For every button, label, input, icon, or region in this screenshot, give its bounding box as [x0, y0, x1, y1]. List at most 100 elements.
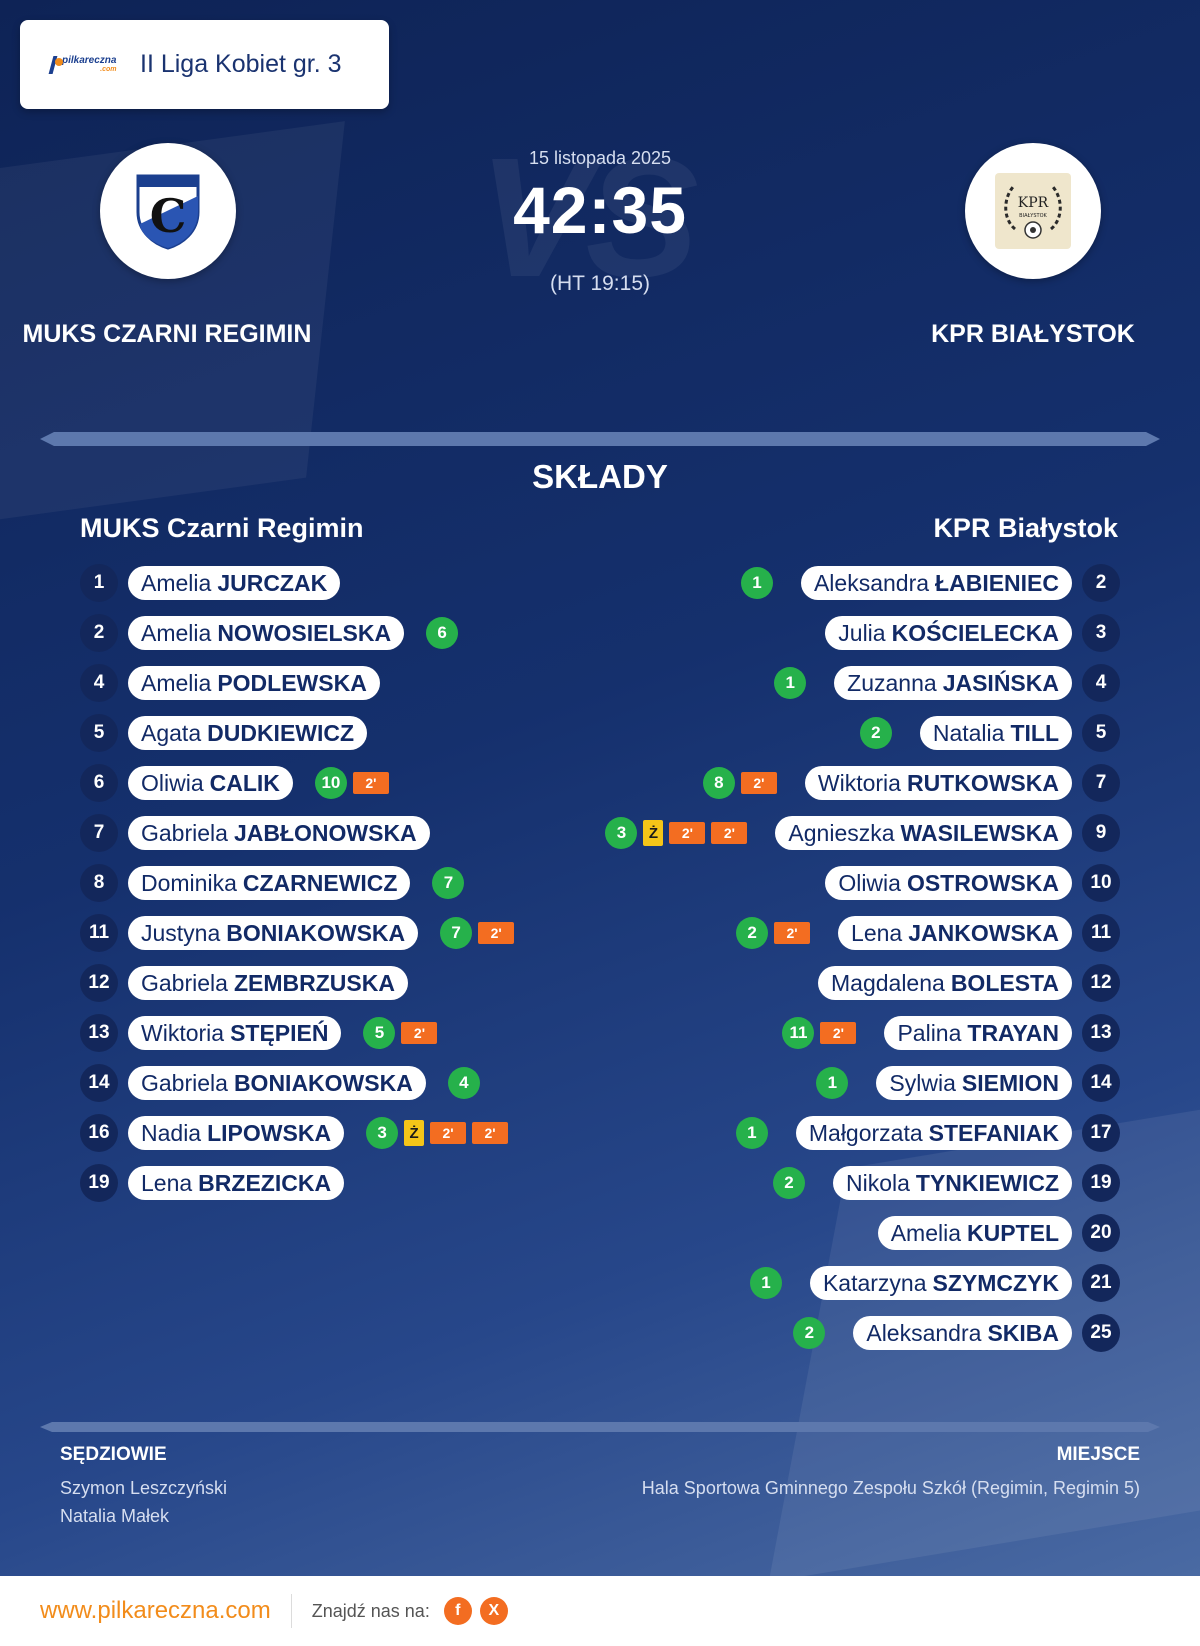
player-last-name: TRAYAN — [967, 1019, 1059, 1046]
suspension-badge: 2' — [478, 922, 515, 944]
player-row: 11 2' Palina TRAYAN 13 — [605, 1008, 1120, 1058]
player-stats: 3 Ż 2' 2' — [605, 817, 753, 849]
home-shield-icon: C — [136, 174, 200, 250]
home-crest: C — [100, 143, 236, 279]
player-last-name: PODLEWSKA — [217, 669, 367, 696]
suspension-badge: 2' — [401, 1022, 438, 1044]
suspension-badge: 2' — [430, 1122, 467, 1144]
player-last-name: BONIAKOWSKA — [233, 1069, 413, 1096]
player-last-name: STĘPIEŃ — [230, 1019, 329, 1046]
player-last-name: WASILEWSKA — [900, 819, 1059, 846]
player-stats: 8 2' — [702, 767, 783, 799]
player-row: 13 Wiktoria STĘPIEŃ 5 2' — [80, 1008, 520, 1058]
top-divider — [40, 432, 1160, 446]
player-last-name: JASIŃSKA — [942, 669, 1059, 696]
player-last-name: JANKOWSKA — [908, 919, 1059, 946]
shirt-number: 13 — [80, 1014, 118, 1052]
footer-website-link[interactable]: www.pilkareczna.com — [40, 1597, 271, 1624]
player-name: Oliwia OSTROWSKA — [825, 866, 1072, 900]
referees-label: SĘDZIOWIE — [60, 1444, 167, 1465]
player-name: Agnieszka WASILEWSKA — [775, 816, 1072, 850]
player-name: Lena BRZEZICKA — [128, 1166, 345, 1200]
svg-text:KPR: KPR — [1018, 195, 1049, 211]
goals-badge: 2 — [793, 1317, 826, 1349]
player-first-name: Nadia — [141, 1119, 202, 1146]
player-last-name: SIEMION — [961, 1069, 1059, 1096]
home-team-name: MUKS CZARNI REGIMIN — [22, 320, 312, 348]
player-row: 2 Natalia TILL 5 — [605, 708, 1120, 758]
shirt-number: 13 — [1082, 1014, 1120, 1052]
goals-badge: 7 — [432, 867, 465, 899]
player-row: 1 Sylwia SIEMION 14 — [605, 1058, 1120, 1108]
player-last-name: ŁABIENIEC — [935, 569, 1059, 596]
player-row: 3 Ż 2' 2' Agnieszka WASILEWSKA 9 — [605, 808, 1120, 858]
player-first-name: Amelia — [141, 569, 212, 596]
player-last-name: STEFANIAK — [928, 1119, 1059, 1146]
player-stats: 1 — [749, 1267, 788, 1299]
shirt-number: 16 — [80, 1114, 118, 1152]
player-name: Palina TRAYAN — [884, 1016, 1072, 1050]
player-first-name: Oliwia — [838, 869, 901, 896]
player-stats: 2 — [793, 1317, 831, 1349]
player-row: 2 Nikola TYNKIEWICZ 19 — [605, 1158, 1120, 1208]
player-first-name: Dominika — [141, 869, 237, 896]
goals-badge: 1 — [774, 667, 807, 699]
away-laurel-icon: KPR BIAŁYSTOK — [995, 173, 1071, 249]
yellow-card-icon: Ż — [404, 1120, 425, 1146]
player-stats: 5 2' — [363, 1017, 443, 1049]
player-last-name: TILL — [1010, 719, 1059, 746]
player-first-name: Agata — [141, 719, 202, 746]
player-first-name: Lena — [141, 1169, 193, 1196]
match-date: 15 listopada 2025 — [528, 148, 672, 168]
shirt-number: 14 — [1082, 1064, 1120, 1102]
suspension-badge: 2' — [820, 1022, 857, 1044]
player-stats: 1 — [774, 667, 812, 699]
player-stats: 6 — [426, 617, 464, 649]
player-stats: 2 2' — [736, 917, 816, 949]
brand-logo-sub: .com — [100, 66, 117, 73]
shirt-number: 2 — [1082, 564, 1120, 602]
player-stats: 10 2' — [314, 767, 395, 799]
player-name: Aleksandra ŁABIENIEC — [800, 566, 1072, 600]
shirt-number: 20 — [1082, 1214, 1120, 1252]
player-first-name: Gabriela — [141, 1069, 228, 1096]
shirt-number: 1 — [80, 564, 118, 602]
player-last-name: SZYMCZYK — [932, 1269, 1060, 1296]
player-row: 8 2' Wiktoria RUTKOWSKA 7 — [605, 758, 1120, 808]
x-icon[interactable]: X — [479, 1597, 508, 1625]
player-name: Aleksandra SKIBA — [853, 1316, 1072, 1350]
goals-badge: 1 — [749, 1267, 782, 1299]
venue-block: MIEJSCE Hala Sportowa Gminnego Zespołu S… — [642, 1444, 1140, 1502]
vs-watermark: VS — [478, 123, 699, 313]
player-first-name: Aleksandra — [813, 569, 930, 596]
shirt-number: 21 — [1082, 1264, 1120, 1302]
shirt-number: 6 — [80, 764, 118, 802]
away-lineup: 1 Aleksandra ŁABIENIEC 2 Julia KOŚCIELECKA 3 1 Z… — [605, 558, 1120, 1358]
player-first-name: Gabriela — [141, 819, 228, 846]
player-stats: 1 — [816, 1067, 854, 1099]
player-last-name: JABŁONOWSKA — [233, 819, 417, 846]
player-row: 19 Lena BRZEZICKA — [80, 1158, 520, 1208]
player-first-name: Oliwia — [141, 769, 204, 796]
shirt-number: 11 — [80, 914, 118, 952]
shirt-number: 4 — [1082, 664, 1120, 702]
player-name: Nikola TYNKIEWICZ — [832, 1166, 1072, 1200]
goals-badge: 10 — [314, 767, 347, 799]
player-name: Justyna BONIAKOWSKA — [128, 916, 419, 950]
section-title: SKŁADY — [532, 458, 668, 495]
player-first-name: Gabriela — [141, 969, 228, 996]
brand-logo[interactable]: pilkareczna .com — [48, 50, 126, 80]
player-name: Sylwia SIEMION — [876, 1066, 1072, 1100]
player-last-name: JURCZAK — [217, 569, 328, 596]
home-squad-title: MUKS Czarni Regimin — [80, 513, 364, 543]
player-first-name: Nikola — [845, 1169, 910, 1196]
facebook-icon[interactable]: f — [443, 1597, 472, 1625]
shirt-number: 25 — [1082, 1314, 1120, 1352]
away-team-name: KPR BIAŁYSTOK — [931, 320, 1135, 348]
player-row: Magdalena BOLESTA 12 — [605, 958, 1120, 1008]
suspension-badge: 2' — [669, 822, 706, 844]
player-first-name: Julia — [838, 619, 886, 646]
away-squad-title: KPR Białystok — [933, 513, 1118, 543]
shirt-number: 14 — [80, 1064, 118, 1102]
player-row: 1 Zuzanna JASIŃSKA 4 — [605, 658, 1120, 708]
